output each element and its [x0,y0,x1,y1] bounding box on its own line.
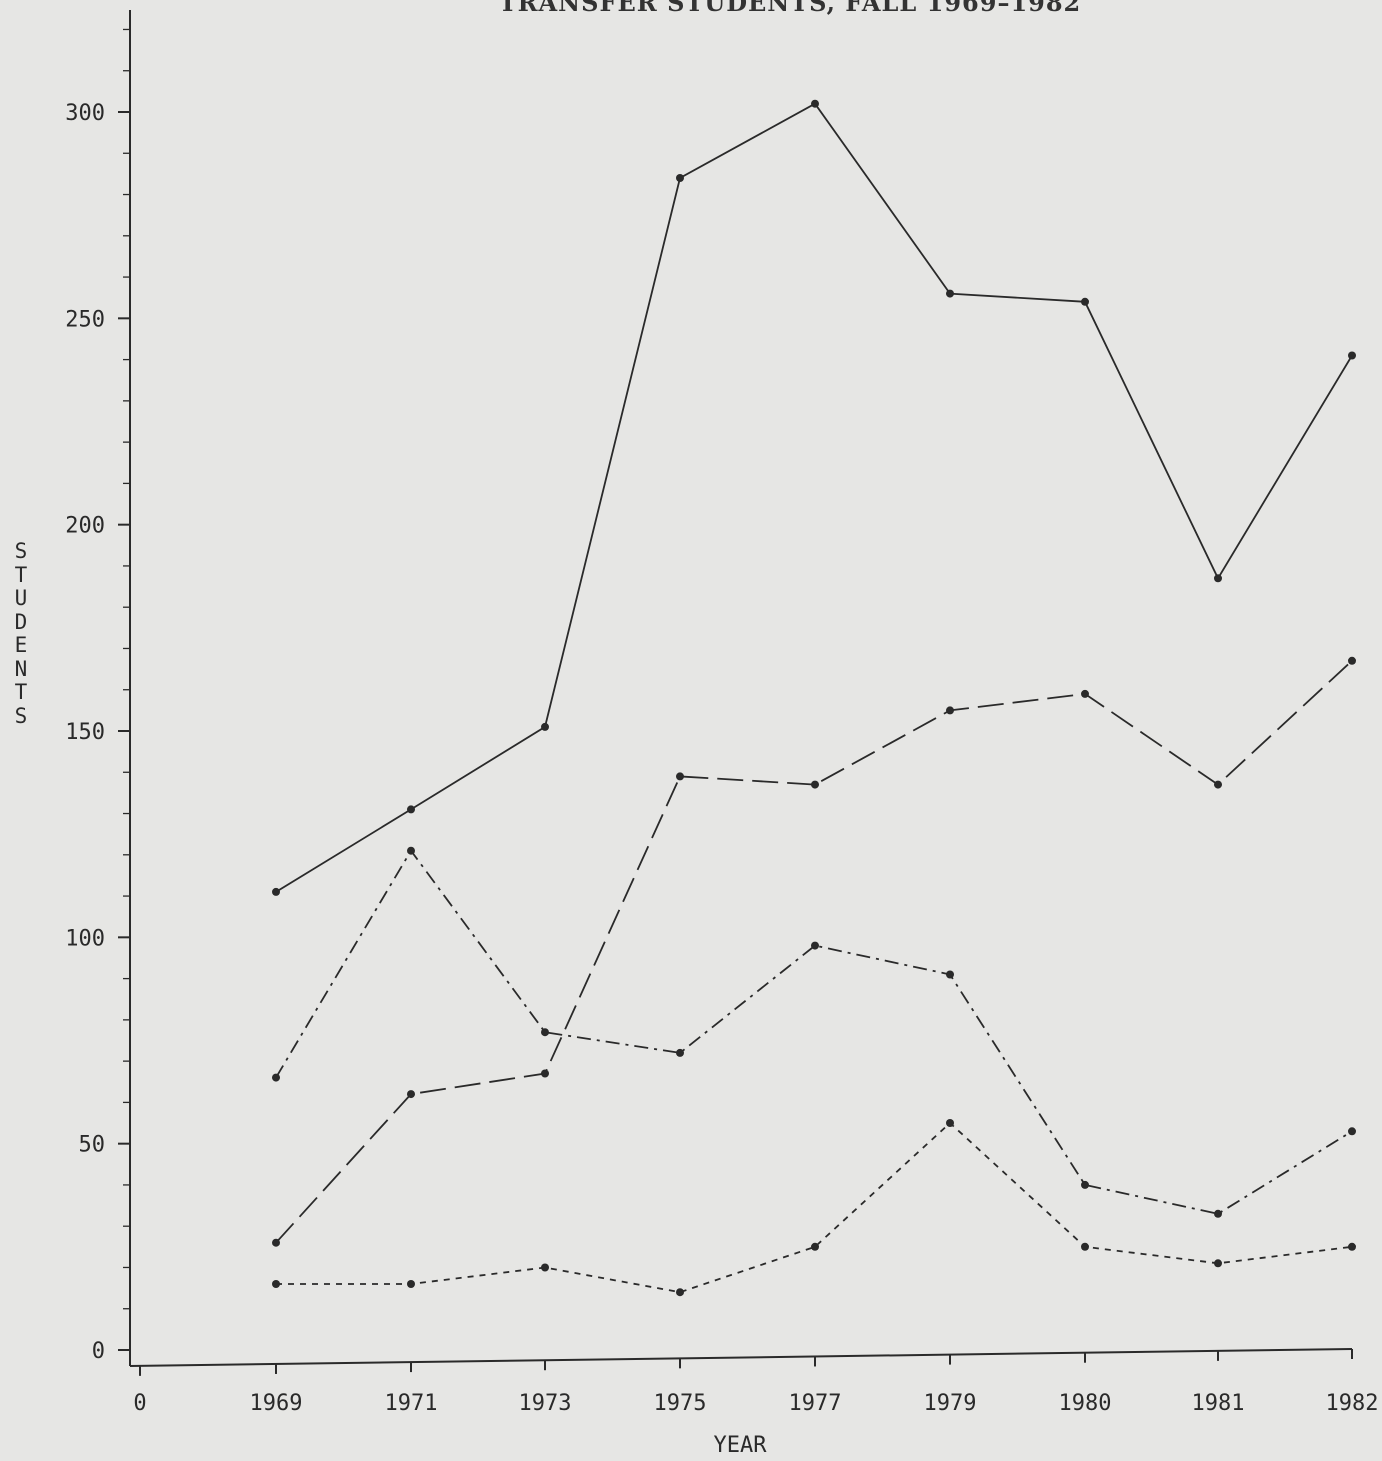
series-3-point [811,941,819,950]
series-3-point [541,1028,549,1037]
x-tick-label: 0 [133,1391,146,1416]
series-4-point [272,1280,280,1288]
series-line-3 [275,849,1353,1215]
series-4-point [1081,1242,1089,1251]
series-1-point [272,887,280,896]
y-tick-label: 50 [79,1133,106,1158]
series-2-point [407,1090,415,1099]
y-tick-label: 0 [92,1339,105,1364]
x-tick-label: 1979 [924,1391,977,1416]
x-tick-label: 1971 [385,1391,438,1416]
series-4-point [1348,1242,1356,1251]
x-tick-label: 1973 [519,1391,572,1416]
series-line-1 [275,102,1353,893]
series-line-2 [275,660,1353,1244]
series-3-point [676,1048,684,1057]
series-2-point [946,706,954,715]
series-4-point [407,1280,415,1288]
series-1-point [541,722,549,731]
y-tick-label: 250 [65,307,105,332]
series-1-point [811,99,819,108]
series-2-point [1081,689,1089,698]
y-tick-label: 300 [65,101,105,126]
series-1-point [1348,351,1356,360]
series-2-point [811,780,819,789]
series-1-point [407,805,415,814]
series-2-point [676,772,684,781]
x-tick-label: 1969 [250,1391,303,1416]
series-3-point [946,970,954,979]
x-tick-label: 1982 [1326,1391,1379,1416]
series-3-point [1214,1209,1222,1218]
series-3-point [1081,1180,1089,1189]
series-2-point [272,1238,280,1247]
series-4-point [676,1288,684,1297]
series-4-point [541,1263,549,1272]
x-tick-label: 1975 [654,1391,707,1416]
series-3-point [272,1073,280,1082]
series-1-point [676,174,684,182]
x-axis-label: YEAR [713,1433,767,1458]
y-axis-label: S T U D E N T S [14,539,28,728]
series-4-point [946,1119,954,1127]
y-tick-label: 200 [65,514,105,539]
series-1-point [1214,574,1222,583]
series-1-point [946,289,954,298]
series-2-point [1214,780,1222,789]
series-3-point [407,846,415,855]
series-3-point [1348,1127,1356,1136]
series-1-point [1081,297,1089,306]
series-line-4 [276,1121,1353,1294]
x-tick-label: 1981 [1192,1391,1245,1416]
series-2-point [1348,656,1356,665]
x-tick-label: 1977 [789,1391,842,1416]
y-tick-label: 150 [65,720,105,745]
x-tick-label: 1980 [1059,1391,1112,1416]
series-4-point [1214,1259,1222,1268]
y-tick-label: 100 [65,926,105,951]
series-4-point [811,1242,819,1251]
series-2-point [541,1069,549,1078]
x-axis-line [129,1348,1353,1367]
chart-title: TRANSFER STUDENTS, FALL 1969–1982 [498,0,1082,17]
